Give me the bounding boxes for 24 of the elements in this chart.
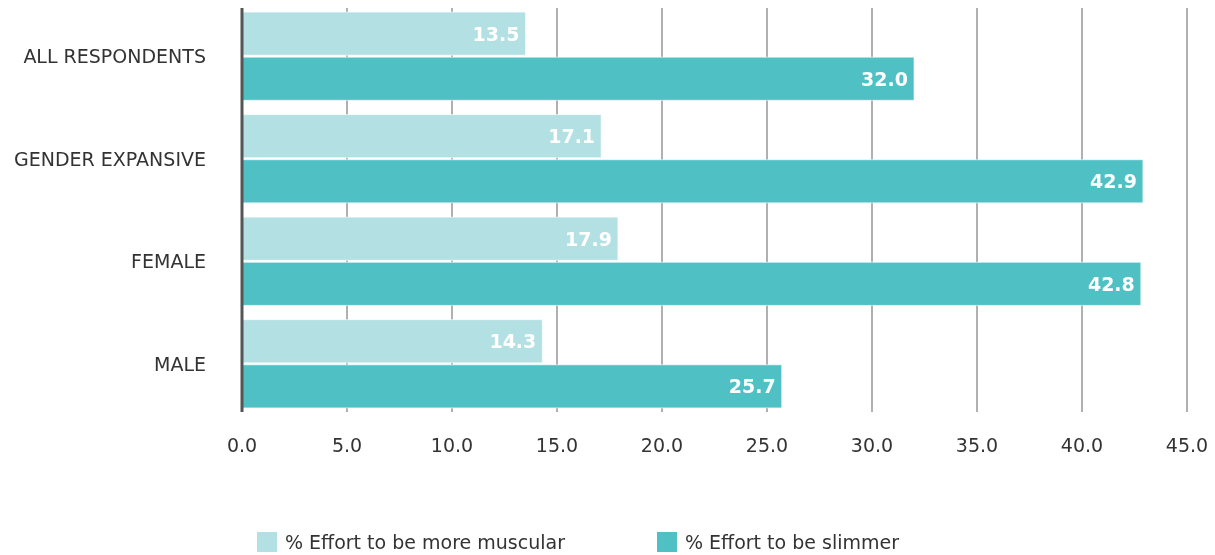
data-label: 25.7 — [728, 375, 776, 398]
legend-label: % Effort to be slimmer — [685, 531, 900, 553]
data-label: 42.9 — [1090, 170, 1137, 193]
data-label: 14.3 — [489, 330, 537, 353]
data-label: 17.9 — [565, 227, 612, 250]
x-tick-label: 10.0 — [430, 434, 474, 456]
x-tick-label: 25.0 — [745, 434, 789, 456]
x-tick-label: 45.0 — [1165, 434, 1209, 456]
legend-label: % Effort to be more muscular — [285, 531, 566, 553]
x-tick-label: 35.0 — [955, 434, 999, 456]
x-tick-label: 30.0 — [850, 434, 894, 456]
x-tick-label: 15.0 — [535, 434, 579, 456]
x-tick-label: 40.0 — [1060, 434, 1104, 456]
data-label: 17.1 — [548, 125, 596, 148]
x-tick-label: 20.0 — [640, 434, 684, 456]
y-tick-label: GENDER EXPANSIVE — [14, 147, 206, 170]
data-label: 13.5 — [472, 22, 520, 45]
y-tick-label: MALE — [154, 352, 206, 375]
data-label: 32.0 — [861, 67, 908, 90]
y-tick-label: FEMALE — [131, 250, 206, 273]
y-tick-label: ALL RESPONDENTS — [23, 45, 206, 68]
data-label: 42.8 — [1087, 272, 1135, 295]
x-tick-label: 0.0 — [226, 434, 258, 456]
x-tick-label: 5.0 — [331, 434, 363, 456]
